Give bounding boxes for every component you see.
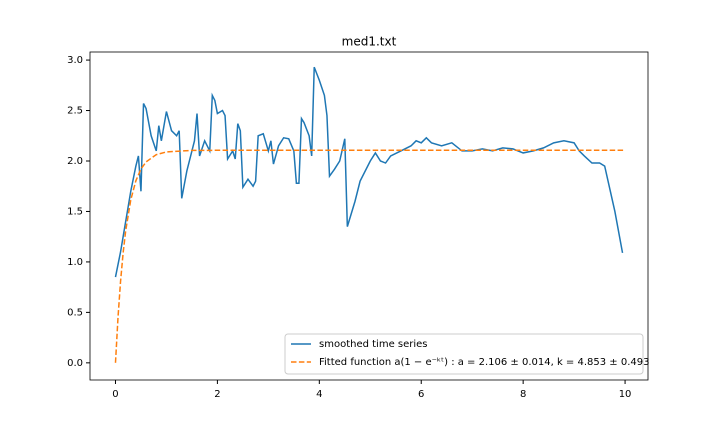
- y-tick-label: 3.0: [67, 55, 83, 66]
- x-tick-label: 10: [619, 389, 632, 400]
- series-line: [114, 149, 626, 363]
- y-tick-label: 2.5: [67, 106, 83, 117]
- legend-box: [284, 333, 644, 375]
- y-tick-label: 1.5: [67, 206, 83, 217]
- y-tick-label: 0.5: [67, 307, 83, 318]
- x-tick-label: 0: [112, 389, 118, 400]
- x-tick-label: 2: [214, 389, 220, 400]
- x-tick-label: 8: [520, 389, 526, 400]
- series-line: [114, 66, 624, 278]
- y-tick-label: 2.0: [67, 156, 83, 167]
- legend-label: smoothed time series: [319, 339, 428, 350]
- plot-frame: [89, 51, 649, 381]
- x-tick-label: 4: [316, 389, 322, 400]
- y-tick-label: 1.0: [67, 257, 83, 268]
- chart-title: med1.txt: [342, 35, 397, 49]
- y-tick-label: 0.0: [67, 358, 83, 369]
- x-tick-label: 6: [418, 389, 424, 400]
- legend-label: Fitted function a(1 − e⁻ᵏᵗ) : a = 2.106 …: [319, 357, 649, 368]
